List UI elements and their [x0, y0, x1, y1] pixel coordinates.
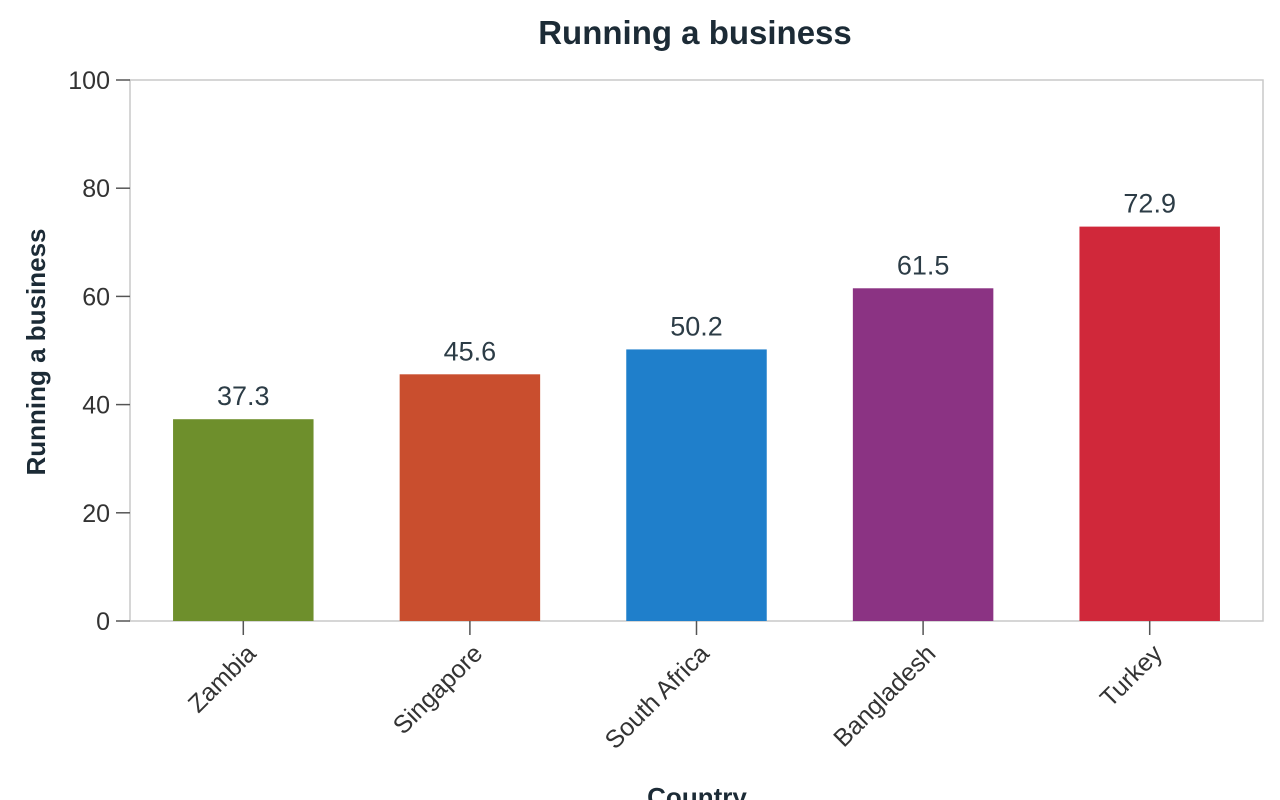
chart-title: Running a business — [538, 14, 852, 51]
y-axis-tick-label: 20 — [82, 500, 110, 528]
x-axis-title: Country — [647, 782, 747, 800]
y-axis-tick-label: 100 — [68, 67, 110, 95]
bar-value-label: 72.9 — [1123, 189, 1176, 219]
y-axis-tick-label: 0 — [96, 608, 110, 636]
bar-value-label: 50.2 — [670, 311, 723, 341]
bar[interactable] — [173, 419, 314, 621]
bar[interactable] — [1079, 226, 1220, 621]
bar-value-label: 61.5 — [897, 250, 950, 280]
bar-value-label: 45.6 — [444, 336, 497, 366]
bar[interactable] — [399, 374, 541, 621]
y-axis-tick-label: 40 — [82, 392, 110, 420]
bar[interactable] — [626, 349, 767, 621]
y-axis-tick-label: 80 — [82, 175, 110, 203]
bar[interactable] — [852, 288, 994, 621]
bar-value-label: 37.3 — [217, 381, 270, 411]
y-axis-tick-label: 60 — [82, 283, 110, 311]
y-axis-title: Running a business — [21, 228, 51, 475]
